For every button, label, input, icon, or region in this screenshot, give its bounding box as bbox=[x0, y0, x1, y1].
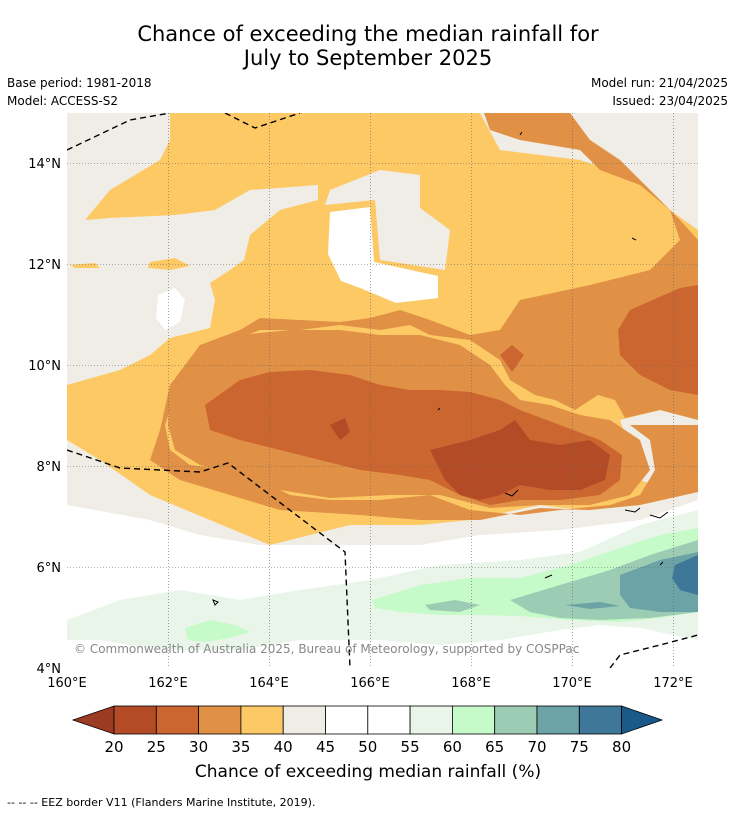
region-20-25-main bbox=[430, 420, 610, 500]
eez-borders bbox=[67, 113, 698, 668]
colorbar-tick-labels: 20 25 30 35 40 45 50 55 60 65 70 75 80 bbox=[104, 738, 631, 756]
colorbar-segment bbox=[451, 705, 496, 735]
colorbar-segment bbox=[113, 705, 157, 735]
colorbar-tick-label: 45 bbox=[316, 738, 335, 756]
colorbar-tick-label: 80 bbox=[612, 738, 631, 756]
lon-tick-label: 168°E bbox=[451, 676, 491, 691]
colorbar-segment bbox=[325, 705, 369, 735]
lon-tick-label: 164°E bbox=[249, 676, 289, 691]
region-60-65-west bbox=[185, 620, 250, 642]
lon-tick-label: 172°E bbox=[653, 676, 693, 691]
lat-tick-label: 8°N bbox=[37, 460, 62, 475]
colorbar-tick-label: 25 bbox=[147, 738, 166, 756]
region-20-25 bbox=[330, 418, 350, 440]
region-35-40-small-west2 bbox=[70, 263, 100, 268]
gridlines bbox=[67, 113, 698, 668]
map-figure: © Commonwealth of Australia 2025, Bureau… bbox=[28, 113, 698, 756]
issued-text: Issued: 23/04/2025 bbox=[612, 94, 728, 108]
lat-tick-label: 4°N bbox=[37, 662, 62, 677]
colorbar-low-extension bbox=[71, 705, 115, 735]
colorbar bbox=[71, 705, 664, 735]
region-70-75-strip bbox=[565, 602, 620, 609]
lat-tick-labels: 14°N 12°N 10°N 8°N 6°N 4°N bbox=[28, 157, 61, 677]
colorbar-segment bbox=[198, 705, 242, 735]
colorbar-segment bbox=[494, 705, 538, 735]
colorbar-tick-label: 30 bbox=[189, 738, 208, 756]
colorbar-tick-label: 20 bbox=[104, 738, 123, 756]
base-period-text: Base period: 1981-2018 bbox=[7, 76, 152, 90]
region-30-35 bbox=[150, 113, 698, 520]
lon-tick-labels: 160°E 162°E 164°E 166°E 168°E 170°E 172°… bbox=[47, 676, 693, 691]
island-outlines bbox=[212, 131, 669, 606]
meta-left: Base period: 1981-2018 Model: ACCESS-S2 bbox=[7, 74, 152, 110]
region-35-40-small-west bbox=[148, 258, 190, 270]
colorbar-title: Chance of exceeding median rainfall (%) bbox=[194, 762, 542, 782]
region-45-55-small bbox=[156, 288, 185, 330]
colorbar-tick-label: 75 bbox=[570, 738, 589, 756]
colorbar-tick-label: 70 bbox=[527, 738, 546, 756]
lat-tick-label: 6°N bbox=[37, 561, 62, 576]
colorbar-segment bbox=[409, 705, 453, 735]
eez-footnote: -- -- -- EEZ border V11 (Flanders Marine… bbox=[7, 796, 316, 809]
map-plot-area: © Commonwealth of Australia 2025, Bureau… bbox=[67, 113, 698, 668]
title-line-1: Chance of exceeding the median rainfall … bbox=[137, 22, 599, 46]
lon-tick-label: 170°E bbox=[552, 676, 592, 691]
region-25-30-east bbox=[618, 285, 698, 395]
title-line-2: July to September 2025 bbox=[243, 46, 493, 70]
lon-tick-label: 162°E bbox=[148, 676, 188, 691]
region-65-70-small bbox=[425, 600, 480, 612]
colorbar-segment bbox=[367, 705, 411, 735]
colorbar-tick-label: 50 bbox=[358, 738, 377, 756]
colorbar-tick-label: 60 bbox=[443, 738, 462, 756]
colorbar-segment bbox=[282, 705, 326, 735]
colorbar-segment bbox=[155, 705, 200, 735]
meta-right: Model run: 21/04/2025 Issued: 23/04/2025 bbox=[591, 74, 728, 110]
colorbar-segment bbox=[240, 705, 284, 735]
model-text: Model: ACCESS-S2 bbox=[7, 94, 119, 108]
region-75-80 bbox=[672, 555, 698, 595]
lat-tick-label: 12°N bbox=[28, 258, 61, 273]
lat-tick-label: 10°N bbox=[28, 359, 61, 374]
chart-title: Chance of exceeding the median rainfall … bbox=[0, 22, 736, 70]
colorbar-tick-label: 65 bbox=[485, 738, 504, 756]
colorbar-segment bbox=[536, 705, 580, 735]
lon-tick-label: 166°E bbox=[350, 676, 390, 691]
colorbar-segment bbox=[578, 705, 622, 735]
model-run-text: Model run: 21/04/2025 bbox=[590, 76, 728, 90]
region-45-55-north-2 bbox=[328, 207, 438, 303]
colorbar-tick-label: 55 bbox=[401, 738, 420, 756]
lon-tick-label: 160°E bbox=[47, 676, 87, 691]
colorbar-tick-label: 40 bbox=[274, 738, 293, 756]
lat-tick-label: 14°N bbox=[28, 157, 61, 172]
region-35-40-white-cut bbox=[325, 170, 450, 270]
colorbar-high-extension bbox=[621, 705, 664, 735]
copyright-text: © Commonwealth of Australia 2025, Bureau… bbox=[74, 642, 579, 656]
region-25-30-small bbox=[500, 345, 524, 372]
colorbar-tick-label: 35 bbox=[231, 738, 250, 756]
